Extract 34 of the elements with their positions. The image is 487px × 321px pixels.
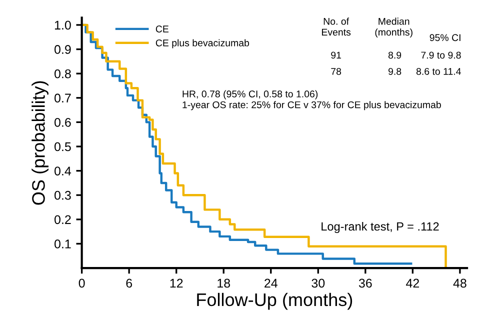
x-tick-label: 42: [406, 278, 419, 288]
legend-label: CE: [156, 26, 168, 32]
y-tick-label: 0.7: [54, 94, 71, 103]
annotation: 9.8: [388, 68, 402, 75]
annotation: Median (months): [375, 18, 412, 38]
legend-label: CE plus bevacizumab: [156, 39, 250, 48]
y-tick-label: 0.2: [54, 215, 71, 224]
x-tick-label: 18: [218, 278, 230, 288]
annotation: 95% CI: [430, 34, 460, 42]
x-tick-label: 48: [453, 278, 466, 288]
annotation: 8.6 to 11.4: [416, 68, 461, 75]
y-tick-label: 0.1: [54, 240, 71, 248]
x-tick-label: 24: [264, 278, 278, 288]
annotation: 8.9: [388, 52, 402, 59]
annotation: 7.9 to 9.8: [421, 52, 461, 59]
y-tick-label: 0.9: [54, 45, 71, 54]
x-tick-label: 36: [358, 278, 372, 288]
annotation: 91: [331, 52, 341, 59]
y-tick-label: 0.3: [54, 190, 71, 200]
y-axis-title: OS (probability): [32, 81, 48, 205]
x-axis-title: Follow-Up (months): [197, 292, 352, 310]
y-tick-label: 1.0: [54, 20, 71, 30]
x-tick-label: 30: [312, 278, 325, 288]
x-tick-label: 12: [170, 278, 183, 288]
annotation: HR, 0.78 (95% CI, 0.58 to 1.06) 1-year OS rate: 25% for CE v 37% for CE plus bevacizumab: [182, 90, 441, 110]
x-tick-label: 6: [126, 278, 132, 288]
y-tick-label: 0.4: [54, 166, 72, 176]
annotation: Log-rank test, P = .112: [322, 222, 439, 233]
y-tick-label: 0.8: [54, 69, 71, 78]
annotation: 78: [331, 68, 342, 75]
x-tick-label: 0: [78, 278, 85, 288]
annotation: No. of Events: [322, 18, 351, 36]
y-tick-label: 0.5: [54, 142, 71, 152]
y-tick-label: 0.6: [54, 118, 71, 127]
